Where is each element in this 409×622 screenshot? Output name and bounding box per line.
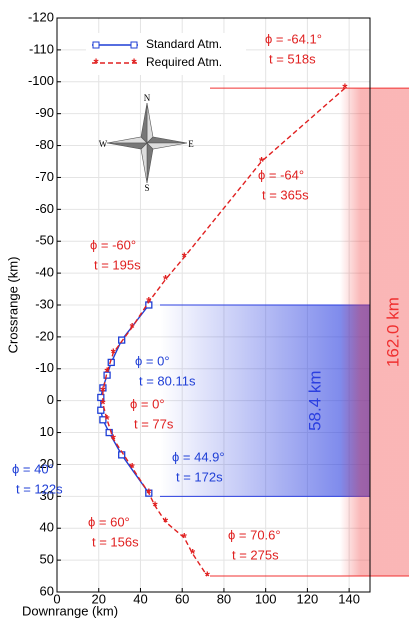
band-label: 58.4 km	[305, 370, 324, 430]
x-tick-label: 60	[175, 591, 189, 606]
legend-label: Required Atm.	[146, 55, 222, 69]
y-axis-label: Crossrange (km)	[5, 257, 20, 354]
y-tick-label: -80	[35, 137, 54, 152]
marker: *	[153, 498, 159, 513]
compass-label: E	[188, 139, 194, 149]
x-tick-label: 20	[91, 591, 105, 606]
compass: N E S W	[99, 93, 195, 193]
marker: *	[146, 486, 152, 501]
legend: Standard Atm. * * Required Atm.	[86, 33, 246, 75]
x-tick-label: 0	[53, 591, 60, 606]
y-tick-label: -20	[35, 328, 54, 343]
y-tick-label: -60	[35, 201, 54, 216]
y-tick-label: 10	[40, 424, 54, 439]
annotation: ϕ = 0°	[130, 396, 165, 411]
marker	[97, 406, 105, 414]
band-label: 162.0 km	[383, 297, 402, 367]
y-tick-label: 30	[40, 488, 54, 503]
marker: *	[111, 431, 117, 446]
marker: *	[146, 294, 152, 309]
y-tick-label: -120	[28, 9, 54, 24]
marker: *	[182, 250, 188, 265]
annotation: ϕ = -60°	[90, 237, 136, 252]
marker: *	[105, 412, 111, 427]
y-tick-label: -70	[35, 169, 54, 184]
y-tick-label: -90	[35, 105, 54, 120]
marker: *	[342, 81, 348, 96]
marker	[99, 416, 107, 424]
y-tick-label: 50	[40, 552, 54, 567]
plot-frame	[56, 17, 371, 593]
marker	[97, 393, 105, 402]
legend-box	[86, 33, 246, 75]
annotation: ϕ = 70.6°	[228, 527, 281, 542]
legend-marker	[92, 41, 100, 49]
marker: *	[100, 384, 106, 399]
annotation: t = 195s	[94, 257, 141, 272]
y-tick-label: -40	[35, 265, 54, 280]
annotation: ϕ = -64.1°	[265, 31, 322, 46]
marker: *	[259, 154, 265, 169]
marker	[118, 336, 126, 344]
y-tick-label: -30	[35, 296, 54, 311]
y-tick-label: 40	[40, 520, 54, 535]
y-tick-label: -110	[29, 41, 54, 56]
annotation: t = 172s	[176, 469, 223, 484]
x-tick-label: 120	[297, 591, 319, 606]
x-axis-label: Downrange (km)	[22, 603, 118, 618]
y-tick-label: 60	[40, 583, 54, 598]
marker: *	[105, 364, 111, 379]
annotation: t = 518s	[269, 51, 316, 66]
annotation: t = 156s	[92, 534, 139, 549]
marker	[105, 428, 113, 437]
annotation: t = 80.11s	[139, 373, 196, 388]
annotation: ϕ = -64°	[258, 167, 304, 182]
annotation: t = 365s	[262, 187, 309, 202]
legend-label: Standard Atm.	[146, 37, 222, 51]
series-line	[102, 87, 346, 577]
marker: *	[205, 568, 211, 583]
band	[340, 88, 409, 577]
annotation: ϕ = 0°	[135, 353, 170, 368]
marker: *	[111, 345, 117, 360]
x-tick-label: 80	[217, 591, 231, 606]
marker: *	[163, 514, 169, 529]
annotation: ϕ = 40°	[12, 461, 54, 476]
annotation: t = 77s	[134, 416, 174, 431]
y-tick-label: 20	[40, 456, 54, 471]
compass-label: W	[99, 139, 108, 149]
compass-label: N	[144, 93, 151, 103]
legend-marker: *	[93, 55, 99, 70]
band	[160, 305, 370, 497]
marker: *	[163, 272, 169, 287]
y-tick-label: -10	[35, 360, 54, 375]
marker: *	[190, 546, 196, 561]
y-tick-label: -100	[28, 73, 54, 88]
annotation: t = 275s	[232, 547, 279, 562]
marker: *	[130, 320, 136, 335]
x-tick-label: 100	[255, 591, 277, 606]
annotation: ϕ = 44.9°	[172, 449, 225, 464]
annotation: ϕ = 60°	[88, 514, 130, 529]
x-tick-label: 40	[133, 591, 147, 606]
annotation: t = 122s	[16, 481, 63, 496]
compass-label: S	[144, 183, 149, 193]
x-tick-label: 140	[338, 591, 360, 606]
y-tick-label: -50	[35, 233, 54, 248]
marker: *	[130, 460, 136, 475]
marker: *	[182, 530, 188, 545]
legend-marker: *	[131, 55, 137, 70]
legend-marker	[130, 41, 138, 49]
y-tick-label: 0	[47, 392, 54, 407]
marker: *	[100, 396, 106, 411]
